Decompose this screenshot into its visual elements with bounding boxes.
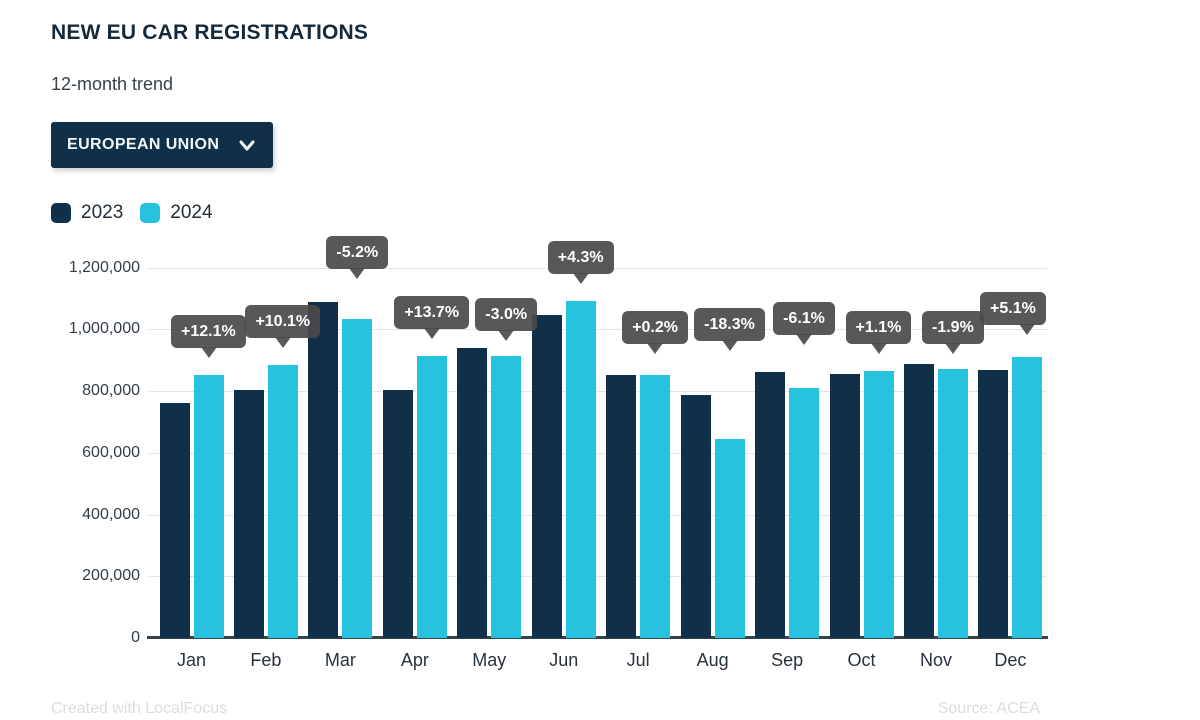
source-label: Source: ACEA bbox=[937, 700, 1040, 717]
bar-2023-sep[interactable] bbox=[755, 372, 786, 638]
bar-2023-feb[interactable] bbox=[233, 390, 264, 638]
gridline bbox=[148, 514, 1047, 516]
change-tooltip-mar: -5.2% bbox=[326, 236, 389, 270]
bar-2024-jul[interactable] bbox=[640, 374, 671, 638]
tooltip-pointer-icon bbox=[498, 330, 515, 342]
x-axis-label-mar: Mar bbox=[324, 650, 356, 670]
bar-2024-may[interactable] bbox=[491, 356, 522, 638]
bar-2023-jul[interactable] bbox=[606, 375, 637, 638]
bar-2024-nov[interactable] bbox=[938, 369, 968, 638]
change-tooltip-sep: -6.1% bbox=[773, 302, 835, 336]
y-axis-label: 800,000 bbox=[82, 382, 140, 399]
tooltip-pointer-icon bbox=[945, 343, 961, 355]
bar-2024-oct[interactable] bbox=[863, 370, 894, 638]
bar-2024-feb[interactable] bbox=[267, 365, 298, 638]
y-axis-label: 400,000 bbox=[82, 505, 140, 523]
bar-2023-may[interactable] bbox=[457, 348, 488, 638]
bar-2024-dec[interactable] bbox=[1012, 356, 1043, 638]
y-axis-label: 1,000,000 bbox=[68, 320, 140, 338]
bar-2023-nov[interactable] bbox=[904, 364, 934, 638]
change-tooltip-nov: -1.9% bbox=[922, 311, 984, 345]
legend-label-2023: 2023 bbox=[81, 202, 124, 223]
bar-2023-mar[interactable] bbox=[308, 302, 339, 638]
tooltip-pointer-icon bbox=[274, 337, 291, 349]
y-axis-label: 600,000 bbox=[82, 443, 140, 461]
bar-2024-mar[interactable] bbox=[342, 319, 373, 638]
x-axis-label-nov: Nov bbox=[919, 650, 952, 670]
bar-2023-aug[interactable] bbox=[680, 394, 711, 638]
bar-2023-dec[interactable] bbox=[978, 370, 1009, 638]
y-axis-label: 1,200,000 bbox=[68, 258, 140, 276]
x-axis-label-jul: Jul bbox=[626, 650, 650, 670]
legend-label-2024: 2024 bbox=[170, 202, 213, 223]
bar-2023-jun[interactable] bbox=[531, 315, 562, 638]
tooltip-pointer-icon bbox=[647, 342, 664, 354]
bar-2024-apr[interactable] bbox=[416, 355, 447, 638]
localfocus-credit-link[interactable]: Created with LocalFocus bbox=[51, 700, 228, 717]
gridline bbox=[148, 329, 1047, 331]
change-tooltip-jan: +12.1% bbox=[171, 314, 246, 348]
chart-subtitle: 12-month trend bbox=[51, 74, 174, 94]
x-axis-label-feb: Feb bbox=[250, 650, 282, 670]
tooltip-pointer-icon bbox=[721, 339, 738, 351]
bar-2023-oct[interactable] bbox=[829, 374, 860, 638]
x-axis-label-oct: Oct bbox=[847, 650, 876, 670]
bar-2024-jun[interactable] bbox=[565, 301, 596, 638]
change-tooltip-may: -3.0% bbox=[475, 298, 538, 332]
change-tooltip-apr: +13.7% bbox=[394, 295, 470, 329]
tooltip-pointer-icon bbox=[870, 342, 887, 354]
bar-2023-jan[interactable] bbox=[159, 403, 190, 638]
legend-item-2024: 2024 bbox=[140, 202, 213, 224]
bar-2024-sep[interactable] bbox=[789, 388, 820, 638]
tooltip-pointer-icon bbox=[572, 273, 589, 285]
tooltip-pointer-icon bbox=[1019, 323, 1036, 335]
x-axis-line bbox=[147, 636, 1048, 639]
page-title: NEW EU CAR REGISTRATIONS bbox=[51, 21, 369, 44]
legend-swatch-2024 bbox=[140, 203, 161, 223]
y-axis-label: 0 bbox=[131, 629, 140, 646]
change-tooltip-dec: +5.1% bbox=[980, 291, 1046, 325]
legend: 2023 2024 bbox=[51, 202, 213, 224]
legend-item-2023: 2023 bbox=[51, 202, 123, 224]
region-dropdown[interactable]: EUROPEAN UNION bbox=[51, 122, 274, 168]
tooltip-pointer-icon bbox=[349, 268, 366, 280]
chevron-down-icon bbox=[239, 140, 255, 151]
x-axis-label-apr: Apr bbox=[400, 650, 429, 670]
bar-2024-jan[interactable] bbox=[193, 374, 224, 638]
x-axis-label-dec: Dec bbox=[994, 650, 1027, 670]
tooltip-pointer-icon bbox=[200, 346, 217, 358]
bar-2024-aug[interactable] bbox=[714, 439, 745, 638]
gridline bbox=[148, 452, 1047, 454]
x-axis-label-jun: Jun bbox=[549, 650, 579, 670]
legend-swatch-2023 bbox=[51, 203, 71, 223]
x-axis-label-sep: Sep bbox=[771, 650, 804, 670]
x-axis-label-jan: Jan bbox=[176, 650, 207, 670]
tooltip-pointer-icon bbox=[423, 327, 440, 339]
gridline bbox=[148, 576, 1047, 578]
bar-2023-apr[interactable] bbox=[382, 390, 413, 638]
change-tooltip-aug: -18.3% bbox=[694, 307, 765, 341]
x-axis-label-may: May bbox=[472, 650, 507, 670]
change-tooltip-feb: +10.1% bbox=[245, 305, 321, 339]
change-tooltip-oct: +1.1% bbox=[845, 310, 912, 344]
x-axis-label-aug: Aug bbox=[696, 650, 729, 670]
change-tooltip-jun: +4.3% bbox=[547, 241, 614, 275]
y-axis-label: 200,000 bbox=[82, 567, 140, 585]
change-tooltip-jul: +0.2% bbox=[622, 310, 688, 344]
gridline bbox=[148, 391, 1047, 392]
tooltip-pointer-icon bbox=[796, 334, 813, 346]
region-dropdown-label: EUROPEAN UNION bbox=[67, 136, 220, 153]
